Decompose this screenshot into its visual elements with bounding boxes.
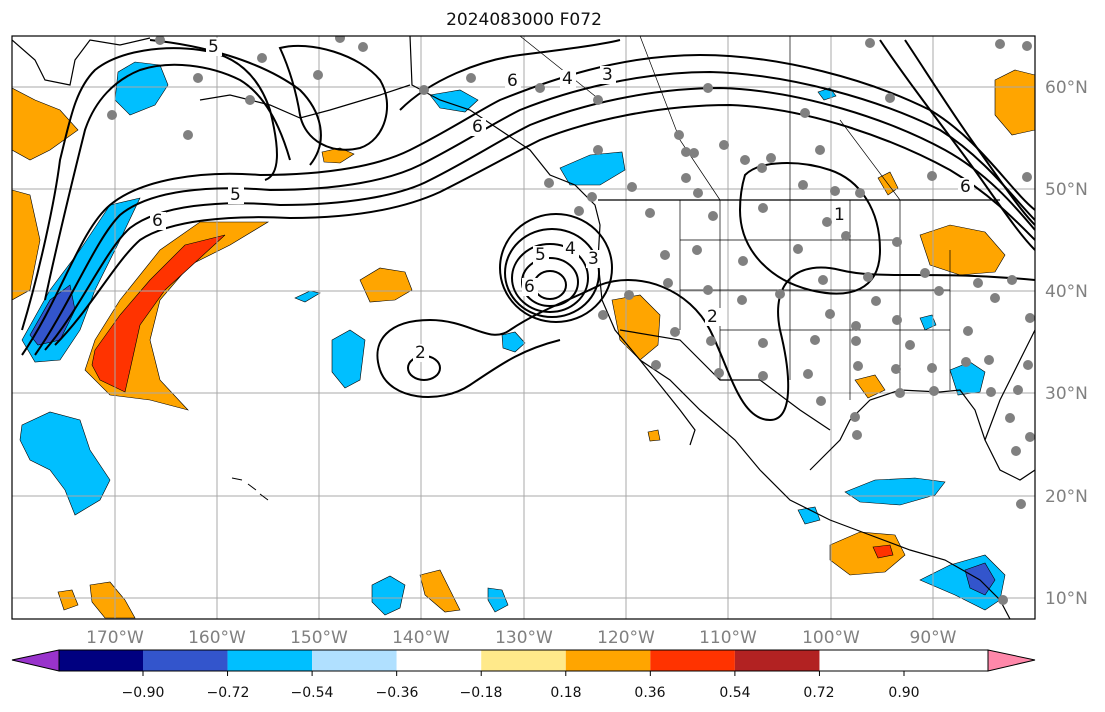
- contour-label: 2: [415, 343, 426, 363]
- colorbar-cell: [143, 650, 228, 671]
- colorbar-cell: [650, 650, 735, 671]
- negative-anomaly-region: [797, 506, 821, 525]
- contour-label: 5: [230, 185, 241, 205]
- lon-label: 140°W: [392, 628, 450, 648]
- lon-label: 130°W: [495, 628, 553, 648]
- lon-label: 150°W: [290, 628, 348, 648]
- lon-label: 90°W: [910, 628, 957, 648]
- lat-label: 60°N: [1045, 78, 1088, 98]
- positive-anomaly-region: [419, 569, 461, 613]
- positive-anomaly-region: [89, 581, 136, 619]
- negative-anomaly-region: [919, 314, 937, 331]
- contour-label-group: 5 6 5 6 6 4 3 2 5 4 3 6 2 1: [150, 37, 974, 363]
- positive-anomaly-region: [854, 374, 886, 399]
- east-coastline: [984, 329, 1035, 441]
- colorbar-cell: [734, 650, 820, 671]
- positive-anomaly-region: [12, 189, 41, 301]
- colorbar-label: −0.36: [376, 685, 419, 701]
- contour-label: 3: [602, 65, 613, 85]
- negative-anomaly-region: [19, 411, 111, 516]
- contour-label: 6: [960, 177, 971, 197]
- lat-label: 10°N: [1045, 589, 1088, 609]
- contour-label: 6: [507, 71, 518, 91]
- longitude-labels: 170°W 160°W 150°W 140°W 130°W 120°W 110°…: [86, 628, 957, 648]
- lat-label: 20°N: [1045, 487, 1088, 507]
- contour-label: 5: [208, 37, 219, 57]
- colorbar-cell: [396, 650, 482, 671]
- colorbar: −0.90 −0.72 −0.54 −0.36 −0.18 0.18 0.36 …: [11, 649, 1036, 701]
- negative-anomaly-region: [844, 477, 946, 506]
- positive-anomaly-region: [919, 224, 1006, 276]
- coastlines-and-borders: [12, 36, 1035, 619]
- colorbar-label: −0.18: [460, 685, 503, 701]
- contour-label: 6: [472, 117, 483, 137]
- colorbar-right-triangle: [987, 649, 1036, 672]
- map-title: 2024083000 F072: [446, 10, 602, 30]
- negative-anomaly-region: [559, 151, 626, 186]
- baja-coastline: [639, 359, 696, 446]
- hawaii-islands: [231, 477, 269, 501]
- colorbar-labels: −0.90 −0.72 −0.54 −0.36 −0.18 0.18 0.36 …: [122, 685, 920, 701]
- latitude-labels: 60°N 50°N 40°N 30°N 20°N 10°N: [1045, 78, 1088, 609]
- negative-anomaly-region: [501, 331, 526, 353]
- contour-lines: [21, 39, 1035, 422]
- graticule: [12, 36, 1035, 619]
- map-frame: [11, 35, 1036, 620]
- contour-label: 6: [152, 211, 163, 231]
- colorbar-cell: [227, 650, 313, 671]
- colorbar-label: −0.72: [207, 685, 250, 701]
- shaded-anomaly-regions: [12, 61, 1035, 619]
- north-america-coastline: [409, 36, 1011, 619]
- gulf-coastline: [809, 389, 1035, 481]
- positive-anomaly-region: [829, 531, 906, 576]
- colorbar-label: −0.90: [122, 685, 165, 701]
- lat-label: 50°N: [1045, 180, 1088, 200]
- colorbar-cell: [312, 650, 397, 671]
- colorbar-cell: [565, 650, 651, 671]
- strong-positive-anomaly-region: [872, 544, 894, 559]
- colorbar-label: 0.90: [888, 685, 919, 701]
- colorbar-cell: [59, 650, 143, 671]
- colorbar-label: 0.18: [550, 685, 581, 701]
- positive-anomaly-region: [611, 294, 661, 361]
- lon-label: 160°W: [188, 628, 246, 648]
- contour-label: 5: [535, 245, 546, 265]
- colorbar-label: −0.54: [291, 685, 334, 701]
- lat-label: 30°N: [1045, 384, 1088, 404]
- colorbar-label: 0.72: [803, 685, 834, 701]
- lat-label: 40°N: [1045, 282, 1088, 302]
- negative-anomaly-region: [331, 329, 366, 389]
- station-markers: [107, 36, 1035, 605]
- positive-anomaly-region: [57, 589, 79, 611]
- contour-label: 3: [588, 249, 599, 269]
- border-us-mexico: [619, 329, 831, 431]
- colorbar-label: 0.36: [634, 685, 665, 701]
- positive-anomaly-region: [359, 267, 413, 303]
- lon-label: 170°W: [86, 628, 144, 648]
- colorbar-cells: [58, 649, 989, 672]
- colorbar-cell: [481, 650, 566, 671]
- strong-positive-anomaly-region: [91, 234, 226, 393]
- asia-coastline: [12, 37, 151, 86]
- negative-anomaly-region: [371, 575, 406, 616]
- contour-label: 4: [562, 69, 573, 89]
- contour-label: 6: [524, 277, 535, 297]
- canada-borders: [519, 36, 901, 201]
- state-borders: [679, 200, 951, 400]
- contour-label: 4: [565, 239, 576, 259]
- contour-label: 1: [834, 205, 845, 225]
- colorbar-label: 0.54: [719, 685, 750, 701]
- contour-label: 2: [707, 307, 718, 327]
- lon-label: 110°W: [699, 628, 757, 648]
- lon-label: 120°W: [597, 628, 655, 648]
- positive-anomaly-region: [994, 69, 1035, 136]
- lon-label: 100°W: [802, 628, 860, 648]
- negative-anomaly-region: [429, 89, 479, 113]
- positive-anomaly-region: [647, 429, 661, 442]
- colorbar-ticks: [142, 671, 905, 676]
- negative-anomaly-region: [294, 290, 321, 303]
- colorbar-left-triangle: [11, 649, 60, 672]
